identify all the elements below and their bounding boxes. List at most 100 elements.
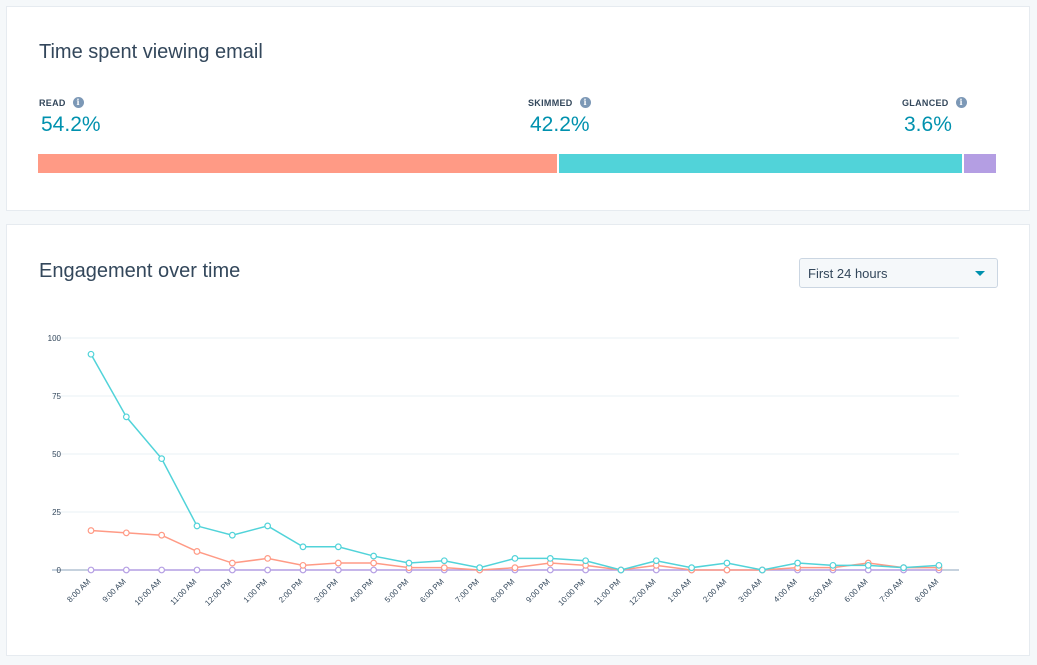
data-point <box>723 559 731 567</box>
y-tick-label: 0 <box>57 566 62 575</box>
glanced-info-icon[interactable]: i <box>955 97 967 108</box>
data-point <box>87 527 95 534</box>
x-tick-label: 8:00 PM <box>489 577 517 605</box>
data-point <box>122 529 130 537</box>
data-point <box>758 566 766 574</box>
y-tick-label: 50 <box>52 450 61 459</box>
x-tick-label: 6:00 AM <box>843 577 870 604</box>
glanced-metric: GLANCED i 3.6% <box>902 97 967 137</box>
y-tick-label: 75 <box>52 392 61 401</box>
data-point <box>688 564 696 572</box>
data-point <box>652 557 660 565</box>
data-point <box>511 564 519 572</box>
x-tick-label: 10:00 PM <box>556 577 587 608</box>
data-point <box>794 559 801 567</box>
data-point <box>228 566 236 574</box>
data-point <box>158 531 166 539</box>
read-info-icon[interactable]: i <box>72 97 84 108</box>
data-point <box>829 561 837 569</box>
series-line <box>90 353 939 571</box>
engagement-title: Engagement over time <box>39 260 241 282</box>
x-tick-label: 8:00 AM <box>65 577 92 604</box>
x-tick-label: 7:00 AM <box>878 577 905 604</box>
data-point <box>299 543 307 551</box>
x-tick-label: 2:00 AM <box>701 577 728 604</box>
data-point <box>193 566 201 574</box>
data-point <box>617 566 625 574</box>
x-tick-label: 9:00 PM <box>524 577 552 605</box>
data-point <box>582 557 590 565</box>
data-point <box>476 564 484 572</box>
x-tick-label: 12:00 PM <box>203 577 234 608</box>
skimmed-metric: SKIMMED i 42.2% <box>528 97 591 137</box>
engagement-card: Engagement over time First 24 hours 0 25 5… <box>6 224 1030 656</box>
x-tick-label: 1:00 PM <box>242 577 270 605</box>
skimmed-info-icon[interactable]: i <box>579 97 591 108</box>
glanced-value: 3.6% <box>904 113 952 136</box>
glanced-bar-segment[interactable] <box>961 154 996 173</box>
x-tick-label: 4:00 PM <box>348 577 376 605</box>
x-tick-label: 11:00 PM <box>592 577 622 607</box>
x-tick-label: 10:00 AM <box>133 577 164 608</box>
x-tick-label: 11:00 AM <box>169 577 199 607</box>
x-tick-label: 2:00 PM <box>277 577 305 605</box>
x-tick-label: 3:00 AM <box>737 577 764 604</box>
x-tick-label: 5:00 PM <box>383 577 411 605</box>
time-spent-card: Time spent viewing email READ i 54.2% SK… <box>6 6 1030 211</box>
data-point <box>723 566 731 574</box>
time-range-selected: First 24 hours <box>808 265 888 281</box>
data-point <box>546 554 554 562</box>
glanced-label: GLANCED <box>902 97 949 108</box>
data-point <box>158 455 166 463</box>
time-spent-title: Time spent viewing email <box>39 41 263 63</box>
x-tick-label: 8:00 AM <box>913 577 940 604</box>
time-range-dropdown[interactable]: First 24 hours <box>799 258 998 288</box>
y-tick-label: 25 <box>52 508 61 517</box>
data-point <box>193 548 201 555</box>
data-point <box>334 543 342 551</box>
read-value: 54.2% <box>41 113 101 136</box>
data-point <box>122 566 130 574</box>
data-point <box>511 554 519 562</box>
data-point <box>546 566 554 574</box>
data-point <box>228 531 236 539</box>
x-tick-label: 6:00 PM <box>418 577 446 605</box>
data-point <box>193 522 201 530</box>
x-tick-label: 12:00 AM <box>627 577 658 608</box>
read-bar-segment[interactable] <box>38 154 558 173</box>
data-point <box>900 564 907 572</box>
x-tick-label: 1:00 AM <box>666 577 693 604</box>
data-point <box>935 561 943 569</box>
read-label: READ <box>39 97 66 108</box>
data-point <box>864 561 872 569</box>
data-point <box>264 554 272 562</box>
data-point <box>122 413 130 421</box>
data-point <box>370 566 378 574</box>
data-point <box>87 566 95 574</box>
skimmed-bar-segment[interactable] <box>557 154 962 173</box>
data-point <box>440 557 448 565</box>
data-point <box>440 564 448 572</box>
x-tick-label: 9:00 AM <box>101 577 128 604</box>
x-tick-label: 3:00 PM <box>312 577 340 605</box>
data-point <box>370 559 378 567</box>
chevron-down-icon <box>975 270 985 276</box>
x-tick-label: 5:00 AM <box>807 577 834 604</box>
y-tick-label: 100 <box>48 334 62 343</box>
data-point <box>87 350 95 358</box>
data-point <box>228 559 236 567</box>
data-point <box>264 522 272 530</box>
data-point <box>405 559 413 567</box>
x-tick-label: 7:00 PM <box>454 577 482 605</box>
data-point <box>334 559 342 567</box>
data-point <box>299 561 307 569</box>
data-point <box>264 566 272 574</box>
read-metric: READ i 54.2% <box>39 97 101 137</box>
skimmed-label: SKIMMED <box>528 97 573 108</box>
x-tick-label: 4:00 AM <box>772 577 799 604</box>
skimmed-value: 42.2% <box>530 113 590 136</box>
data-point <box>370 552 378 560</box>
time-spent-stacked-bar <box>38 154 996 173</box>
engagement-line-chart: 0 25 50 75 100 8:00 AM 9:00 AM 10:00 AM 11:00 AM… <box>48 334 959 608</box>
data-point <box>158 566 166 574</box>
